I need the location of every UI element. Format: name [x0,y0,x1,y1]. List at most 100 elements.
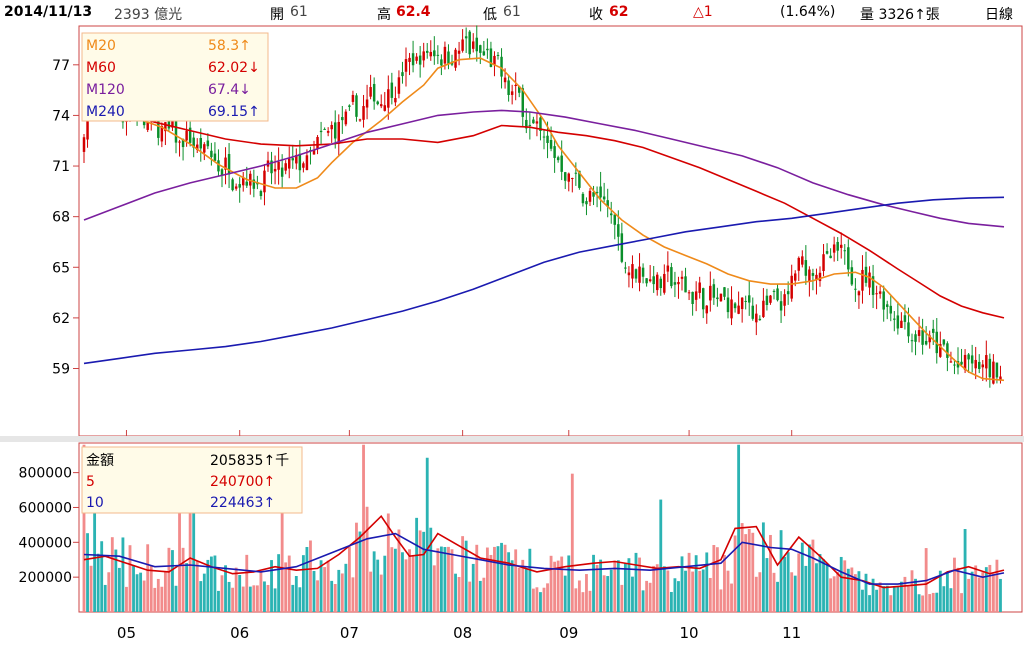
candle-body [461,39,464,51]
candle-body [238,184,241,188]
period-selector[interactable]: 日線 [985,7,1013,23]
volume-bar [613,560,617,612]
volume-bar [822,559,825,612]
stock-name: 2393 億光 [114,7,183,23]
candle-body [977,361,981,369]
candle-body [316,136,319,150]
candle-body [900,320,903,328]
candle-body [921,330,924,345]
volume-bar [935,592,939,612]
candle-body [418,55,422,65]
volume-bar [963,529,967,612]
candle-body [701,288,705,310]
volume-bar [917,594,921,612]
volume-bar [86,533,89,612]
volume-bar [698,570,702,612]
volume-bar [829,578,833,612]
candle-body [217,160,220,172]
candle-body [730,299,733,319]
candle-body [836,241,839,251]
volume-bar [188,457,192,612]
price-tick-label: 62 [52,311,70,327]
volume-bar [903,576,907,612]
volume-bar [372,551,376,612]
volume-bar [786,552,790,612]
volume-bar [379,574,383,612]
volume-bar [708,577,712,612]
candle-body [422,51,425,61]
candle-body [231,179,234,191]
volume-bar [769,534,772,612]
candle-body [447,51,450,64]
candle-body [556,157,560,161]
volume-bar [96,553,100,612]
volume-bar [273,588,277,612]
candle-body [677,281,680,285]
price-tick-label: 59 [52,362,70,378]
legend-ma5-value: 240700↑ [210,474,275,490]
volume-bar [825,564,829,612]
candle-body [270,160,273,174]
candle-body [889,305,893,314]
volume-y-axis: 200000 400000 600000 800000 [19,466,79,586]
candle-body [999,376,1002,381]
volume-bar [415,517,419,612]
volume-bar [259,571,263,612]
volume-bar [471,563,475,612]
candle-body [295,155,298,164]
volume-bar [376,559,380,612]
volume-bar [263,581,266,612]
candle-body [917,330,921,336]
candle-body [489,48,493,67]
volume-bar [970,571,974,612]
volume-bar [832,576,836,612]
volume-bar [135,574,139,612]
candle-body [376,101,379,105]
volume-bar [252,585,256,612]
volume-bar [202,573,206,612]
volume-bar [553,561,557,612]
candle-body [995,362,999,378]
candle-body [164,122,167,132]
candle-body [992,361,995,384]
volume-bar [868,595,871,612]
volume-bar [478,580,482,612]
candle-body [167,116,171,129]
candle-body [620,233,624,262]
volume-bar [645,580,649,612]
volume-ma10-line [83,532,1005,585]
candle-body [213,153,217,161]
candle-body [974,359,977,369]
volume-bar [404,559,408,612]
volume-bar [790,572,794,612]
volume-bar [132,565,135,612]
candle-body [390,82,394,98]
candle-body [440,59,443,66]
candlesticks [82,25,1002,388]
volume-bar [323,567,327,612]
candle-body [249,173,252,186]
volume-bar [609,569,613,612]
volume-bar [209,556,213,612]
candle-body [723,287,726,297]
candle-body [861,269,864,291]
volume-bar [521,559,525,612]
volume-bar [347,546,351,612]
volume-bar [468,581,472,612]
volume-bar [425,457,429,612]
candle-body [358,119,362,121]
candle-body [747,295,751,303]
volume-bar [977,577,981,612]
legend-amount-value: 205835↑千 [210,453,289,469]
candle-body [878,291,882,294]
candle-body [847,247,850,270]
volume-bar [740,523,744,612]
candle-body [652,276,655,285]
candle-body [291,158,295,161]
candle-body [542,136,546,138]
candle-body [631,264,634,279]
candle-body [599,186,602,198]
volume-tick-label: 800000 [19,466,72,482]
volume-bar [330,580,334,612]
